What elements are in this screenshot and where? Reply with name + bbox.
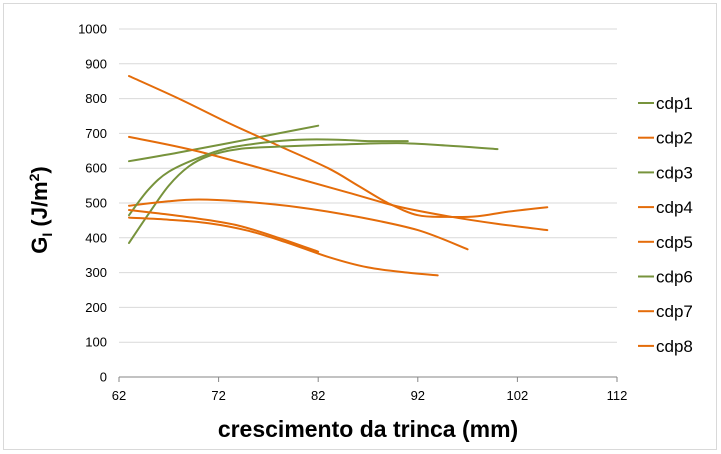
y-tick-label: 1000 [78, 22, 107, 37]
legend-label-cdp7: cdp7 [656, 302, 693, 321]
grid-lines [118, 28, 618, 382]
legend-label-cdp8: cdp8 [656, 337, 693, 356]
series-line-cdp8 [128, 216, 439, 277]
y-tick-label: 800 [85, 91, 107, 106]
x-tick-label: 92 [411, 388, 425, 403]
y-tick-label: 900 [85, 56, 107, 71]
x-tick-label: 72 [211, 388, 225, 403]
x-axis-title: crescimento da trinca (mm) [218, 416, 518, 442]
y-tick-label: 600 [85, 161, 107, 176]
y-tick-label: 400 [85, 230, 107, 245]
legend-label-cdp2: cdp2 [656, 129, 693, 148]
legend-label-cdp3: cdp3 [656, 163, 693, 182]
legend: cdp1 cdp2 cdp3 cdp4 cdp5 cdp6 cdp7 cdp8 [638, 94, 693, 356]
x-tick-label: 62 [112, 388, 126, 403]
y-axis-title: GI (J/m2) [26, 166, 55, 254]
x-tick-labels: 62 72 82 92 102 112 [112, 388, 628, 403]
y-tick-label: 100 [85, 335, 107, 350]
series-line-cdp7 [128, 209, 320, 253]
y-tick-label: 700 [85, 126, 107, 141]
x-tick-label: 82 [311, 388, 325, 403]
y-tick-label: 200 [85, 300, 107, 315]
y-tick-label: 300 [85, 265, 107, 280]
chart-frame [3, 3, 717, 450]
legend-label-cdp6: cdp6 [656, 268, 693, 287]
legend-label-cdp1: cdp1 [656, 94, 693, 113]
series-line-cdp5 [128, 198, 469, 251]
series-line-cdp1 [128, 124, 320, 163]
legend-label-cdp4: cdp4 [656, 198, 693, 217]
series-line-cdp6 [128, 138, 409, 217]
y-tick-label: 500 [85, 196, 107, 211]
series-line-cdp4 [128, 135, 549, 232]
series-line-cdp3 [128, 142, 499, 244]
x-tick-label: 102 [507, 388, 529, 403]
legend-label-cdp5: cdp5 [656, 233, 693, 252]
y-tick-labels: 0 100 200 300 400 500 600 700 800 900 1000 [78, 22, 107, 385]
y-tick-label: 0 [100, 370, 107, 385]
x-tick-label: 112 [607, 388, 628, 403]
series-lines [128, 75, 549, 277]
series-line-cdp2 [128, 75, 549, 219]
